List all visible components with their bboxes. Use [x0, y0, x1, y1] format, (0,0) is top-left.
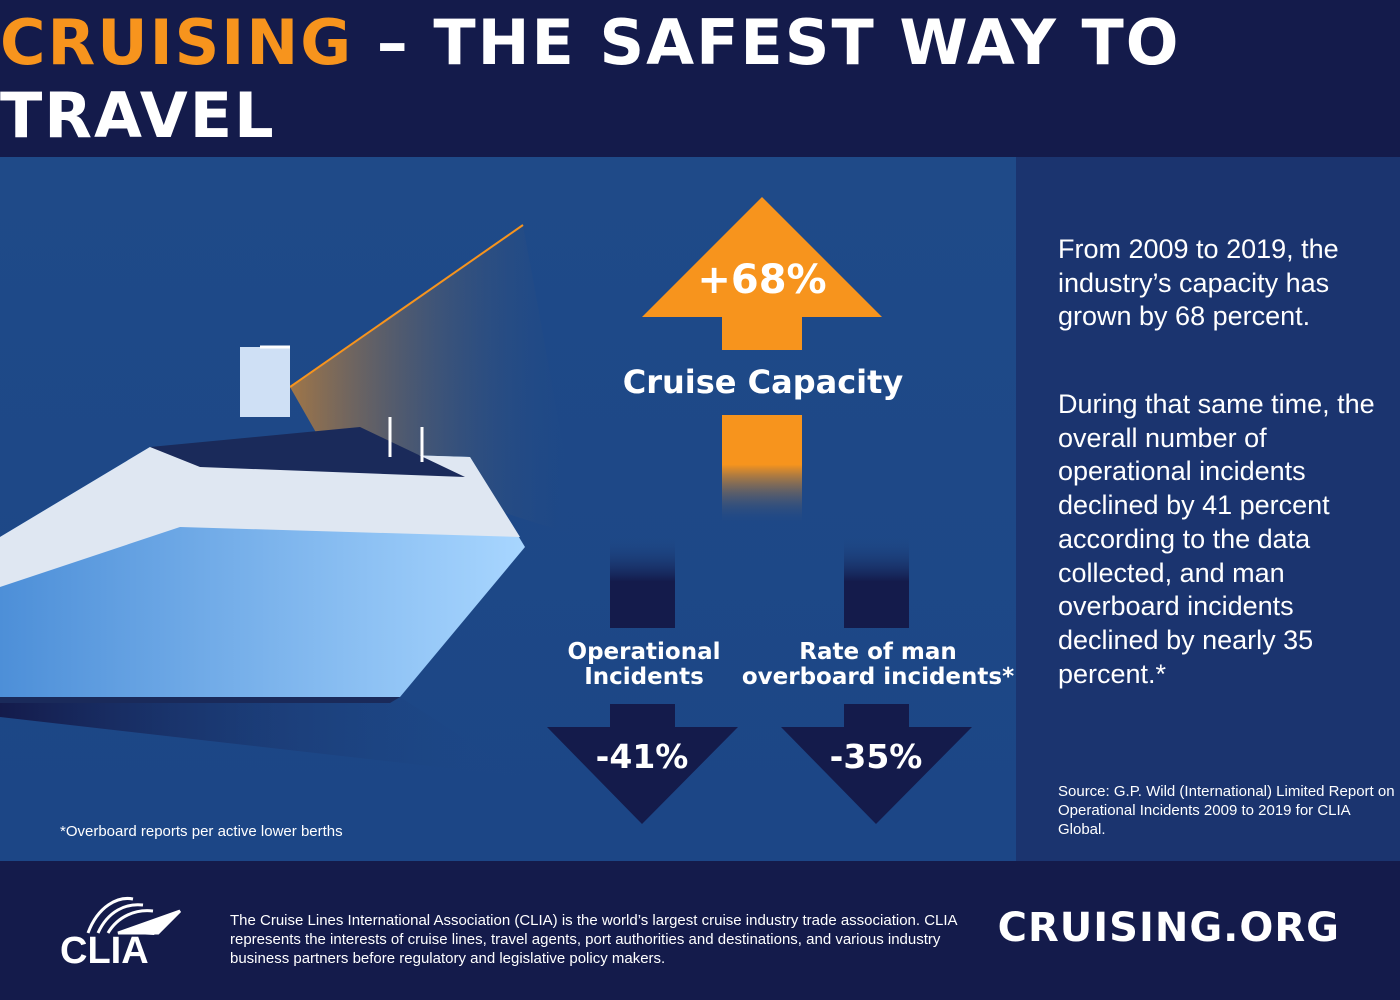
operational-label: Operational Incidents	[544, 640, 744, 690]
overboard-value: -35%	[829, 737, 923, 776]
arrow-graphics	[547, 197, 972, 824]
operational-down-arrow	[547, 704, 738, 824]
title-accent: CRUISING	[0, 5, 354, 79]
overboard-label: Rate of man overboard incidents*	[740, 640, 1016, 690]
overboard-down-arrow	[781, 704, 972, 824]
clia-description: The Cruise Lines International Associati…	[230, 912, 957, 967]
svg-text:CLIA: CLIA	[60, 930, 149, 972]
footnote: *Overboard reports per active lower bert…	[60, 823, 343, 840]
incidents-paragraph: During that same time, the overall numbe…	[1058, 389, 1375, 689]
operational-label-line1: Operational	[567, 639, 721, 665]
capacity-value: +68%	[697, 257, 827, 303]
capacity-arrow-tail	[722, 415, 802, 525]
page-title: CRUISING – THE SAFEST WAY TO TRAVEL	[0, 6, 1400, 152]
side-panel: From 2009 to 2019, the industry’s capaci…	[1016, 157, 1400, 861]
header: CRUISING – THE SAFEST WAY TO TRAVEL	[0, 0, 1400, 157]
overboard-label-line2: overboard incidents*	[741, 664, 1015, 690]
capacity-label: Cruise Capacity	[622, 363, 904, 401]
operational-value: -41%	[595, 737, 689, 776]
source-note: Source: G.P. Wild (International) Limite…	[1058, 783, 1395, 838]
website-link[interactable]: CRUISING.ORG	[997, 905, 1340, 951]
operational-arrow-tail	[610, 535, 675, 628]
operational-label-line2: Incidents	[584, 664, 704, 690]
overboard-label-line1: Rate of man	[799, 639, 957, 665]
footer: CLIA The Cruise Lines International Asso…	[0, 861, 1400, 1000]
overboard-arrow-tail	[844, 535, 909, 628]
infographic-main: +68% Cruise Capacity Operational Inciden…	[0, 157, 1016, 861]
capacity-up-arrow	[642, 197, 882, 350]
clia-logo: CLIA	[60, 896, 182, 972]
title-rest: – THE SAFEST WAY TO TRAVEL	[0, 5, 1181, 152]
capacity-paragraph: From 2009 to 2019, the industry’s capaci…	[1058, 234, 1339, 332]
cruise-ship-illustration	[0, 224, 580, 777]
